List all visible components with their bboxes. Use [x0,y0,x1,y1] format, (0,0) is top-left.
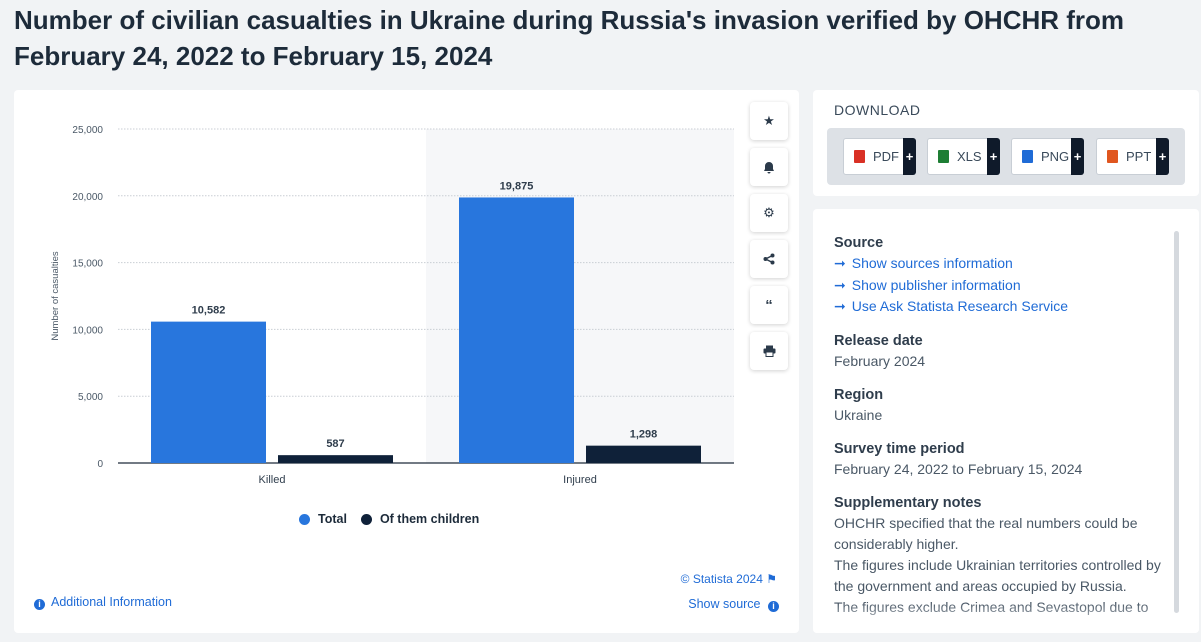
show-publisher-text: Show publisher information [851,276,1021,293]
download-png-button[interactable]: PNG + [1011,138,1084,175]
show-sources-link[interactable]: ➞ Show sources information [834,253,1164,275]
region-title: Region [834,386,884,403]
survey-period-value: February 24, 2022 to February 15, 2024 [834,460,1083,477]
statista-credit[interactable]: © Statista 2024 ⚑ [681,572,777,586]
details-scrollbar[interactable] [1174,231,1179,613]
chart-card: 0 5,000 10,000 15,000 20,000 25,000 Number of … [14,90,799,633]
download-pdf-label: PDF [873,149,899,164]
download-ppt-button[interactable]: PPT + [1096,138,1169,175]
bar-injured-children [586,445,701,463]
data-label: 10,582 [192,305,226,317]
png-icon [1022,150,1033,163]
details-content: Source ➞ Show sources information ➞ Show p… [834,233,1164,631]
data-label: 19,875 [500,180,534,192]
legend-swatch-children [360,513,372,525]
show-source-link[interactable]: Show source i [688,597,779,612]
show-publisher-link[interactable]: ➞ Show publisher information [834,275,1164,297]
download-ppt-label: PPT [1126,149,1152,164]
bar-killed-children [278,455,393,463]
bell-icon[interactable] [750,148,788,186]
chart-toolbar: ★ ⚙ “ [750,102,788,378]
info-icon: i [34,599,45,610]
region-value: Ukraine [834,406,883,423]
source-title: Source [834,235,884,251]
y-tick-label: 0 [97,459,103,470]
ask-statista-link[interactable]: ➞ Use Ask Statista Research Service [834,296,1164,318]
download-pdf-button[interactable]: PDF + [843,138,916,175]
legend-label-children: Of them children [379,512,480,526]
data-label: 1,298 [630,429,658,441]
notes-paragraph: The figures include Ukrainian territorie… [834,556,1161,594]
arrow-right-icon: ➞ [834,276,846,293]
y-axis-label: Number of casualties [50,251,61,340]
show-sources-text: Show sources information [851,255,1013,271]
print-icon[interactable] [750,332,788,370]
y-tick-label: 5,000 [78,392,103,403]
plus-icon[interactable]: + [1156,138,1169,175]
info-icon: i [768,601,779,612]
pdf-icon [854,150,865,163]
flag-icon: ⚑ [766,572,777,586]
legend-item-children[interactable]: Of them children [360,512,480,526]
additional-info-text: Additional Information [51,595,172,609]
download-xls-button[interactable]: XLS + [927,138,1000,175]
release-date-title: Release date [834,332,923,349]
release-date-value: February 2024 [834,352,926,369]
plus-icon[interactable]: + [903,138,916,175]
gear-icon[interactable]: ⚙ [750,194,788,232]
download-xls-label: XLS [957,149,982,164]
star-icon[interactable]: ★ [750,102,788,140]
legend-label-total: Total [318,512,347,526]
additional-info-link[interactable]: i Additional Information [34,595,172,610]
plus-icon[interactable]: + [987,138,1000,175]
y-tick-label: 25,000 [72,125,103,136]
y-tick-label: 10,000 [72,325,103,336]
page-title: Number of civilian casualties in Ukraine… [14,5,1125,71]
fade-overlay [813,603,1199,633]
arrow-right-icon: ➞ [834,298,846,314]
xls-icon [938,150,949,163]
show-source-text: Show source [688,597,761,611]
quote-icon[interactable]: “ [750,286,788,324]
data-label: 587 [326,438,344,450]
download-card: DOWNLOAD PDF + XLS + PNG + PPT + [813,90,1199,196]
legend-item-total[interactable]: Total [299,512,347,526]
bar-killed-total [151,321,266,463]
plus-icon[interactable]: + [1071,138,1084,175]
bar-chart: 0 5,000 10,000 15,000 20,000 25,000 Number of … [50,125,734,486]
download-heading: DOWNLOAD [834,102,921,118]
download-png-label: PNG [1041,149,1070,164]
survey-period-title: Survey time period [834,440,965,457]
download-bar: PDF + XLS + PNG + PPT + [827,128,1185,185]
y-tick-label: 20,000 [72,192,103,203]
chart-legend: Total Of them children [299,512,493,526]
y-tick-label: 15,000 [72,259,103,270]
x-tick-label: Injured [563,474,597,486]
legend-swatch-total [299,513,310,525]
x-tick-label: Killed [259,474,286,486]
ppt-icon [1107,150,1118,163]
arrow-right-icon: ➞ [834,255,846,271]
credit-text: © Statista 2024 [680,572,763,586]
notes-title: Supplementary notes [834,494,982,511]
details-card: Source ➞ Show sources information ➞ Show p… [813,209,1199,633]
notes-paragraph: OHCHR specified that the real numbers co… [834,514,1138,552]
share-icon[interactable] [750,240,788,278]
bar-injured-total [459,197,574,463]
ask-statista-text: Use Ask Statista Research Service [851,298,1069,314]
